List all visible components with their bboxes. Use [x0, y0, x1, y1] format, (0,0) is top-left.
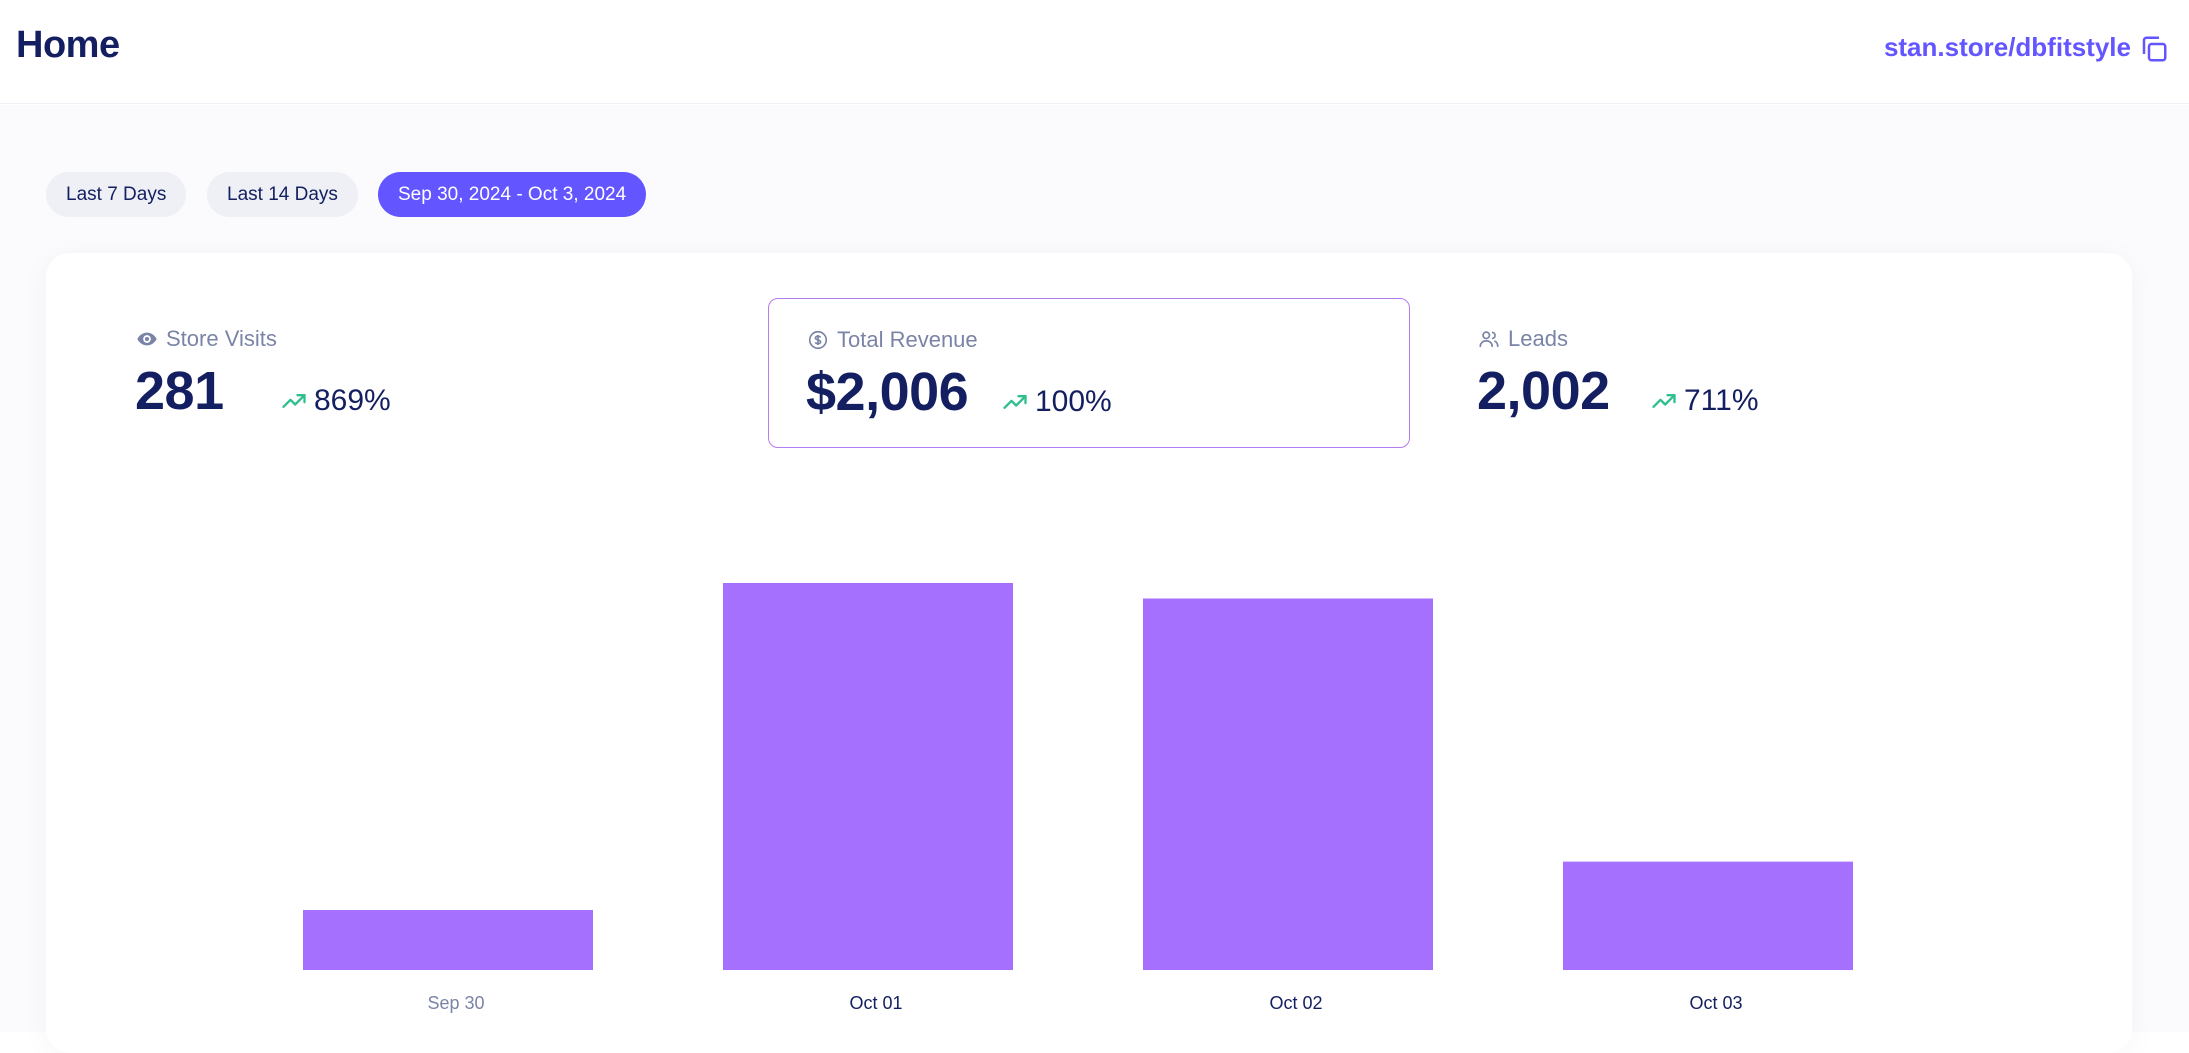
- stat-leads[interactable]: Leads 2,002 711%: [1440, 298, 2082, 448]
- x-tick-label: Sep 30: [427, 993, 484, 1013]
- stat-change-value: 711%: [1684, 384, 1759, 417]
- users-icon: [1479, 331, 1499, 348]
- bar-oct-01[interactable]: [723, 583, 1013, 970]
- range-last-14-days-button[interactable]: Last 14 Days: [207, 172, 358, 217]
- stat-change: 869%: [280, 384, 391, 418]
- stat-change-value: 100%: [1035, 385, 1112, 418]
- x-tick-label: Oct 02: [1269, 993, 1322, 1013]
- trend-up-icon: [282, 394, 306, 408]
- stat-label: Leads: [1508, 326, 1568, 351]
- header-bar: Home stan.store/dbfitstyle: [0, 0, 2189, 104]
- stat-change: 100%: [1001, 385, 1112, 419]
- stat-change: 711%: [1650, 384, 1759, 418]
- stat-total-revenue[interactable]: Total Revenue $2,006 100%: [768, 298, 1410, 448]
- x-tick-label: Oct 03: [1689, 993, 1742, 1013]
- range-custom-date-button[interactable]: Sep 30, 2024 - Oct 3, 2024: [378, 172, 647, 217]
- page-title: Home: [16, 24, 120, 66]
- revenue-bar-chart: Sep 30 Oct 01 Oct 02 Oct 03: [303, 583, 1853, 1013]
- bar-oct-02[interactable]: [1143, 598, 1433, 970]
- stat-label: Store Visits: [166, 326, 277, 351]
- bar-oct-03[interactable]: [1563, 861, 1853, 970]
- copy-icon[interactable]: [2139, 34, 2169, 64]
- stat-store-visits[interactable]: Store Visits 281 869%: [98, 298, 740, 448]
- stat-store-visits-label-row: Store Visits: [136, 326, 277, 352]
- x-tick-label: Oct 01: [849, 993, 902, 1013]
- stat-value: $2,006: [806, 362, 969, 422]
- bar-sep-30[interactable]: [303, 910, 593, 970]
- main-content: Last 7 Days Last 14 Days Sep 30, 2024 - …: [0, 105, 2189, 1053]
- stat-value: 281: [135, 361, 224, 421]
- trend-up-icon: [1003, 395, 1027, 409]
- eye-icon: [137, 332, 157, 346]
- analytics-card: Store Visits 281 869% Total Revenue $2,0…: [46, 253, 2132, 1053]
- trend-up-icon: [1652, 394, 1676, 408]
- stat-change-value: 869%: [314, 384, 391, 417]
- range-last-7-days-button[interactable]: Last 7 Days: [46, 172, 187, 217]
- store-link[interactable]: stan.store/dbfitstyle: [1883, 32, 2131, 62]
- stat-value: 2,002: [1477, 361, 1610, 421]
- dollar-circle-icon: [808, 330, 828, 350]
- stat-total-revenue-label-row: Total Revenue: [807, 327, 978, 353]
- stat-label: Total Revenue: [837, 327, 978, 352]
- stat-leads-label-row: Leads: [1478, 326, 1568, 352]
